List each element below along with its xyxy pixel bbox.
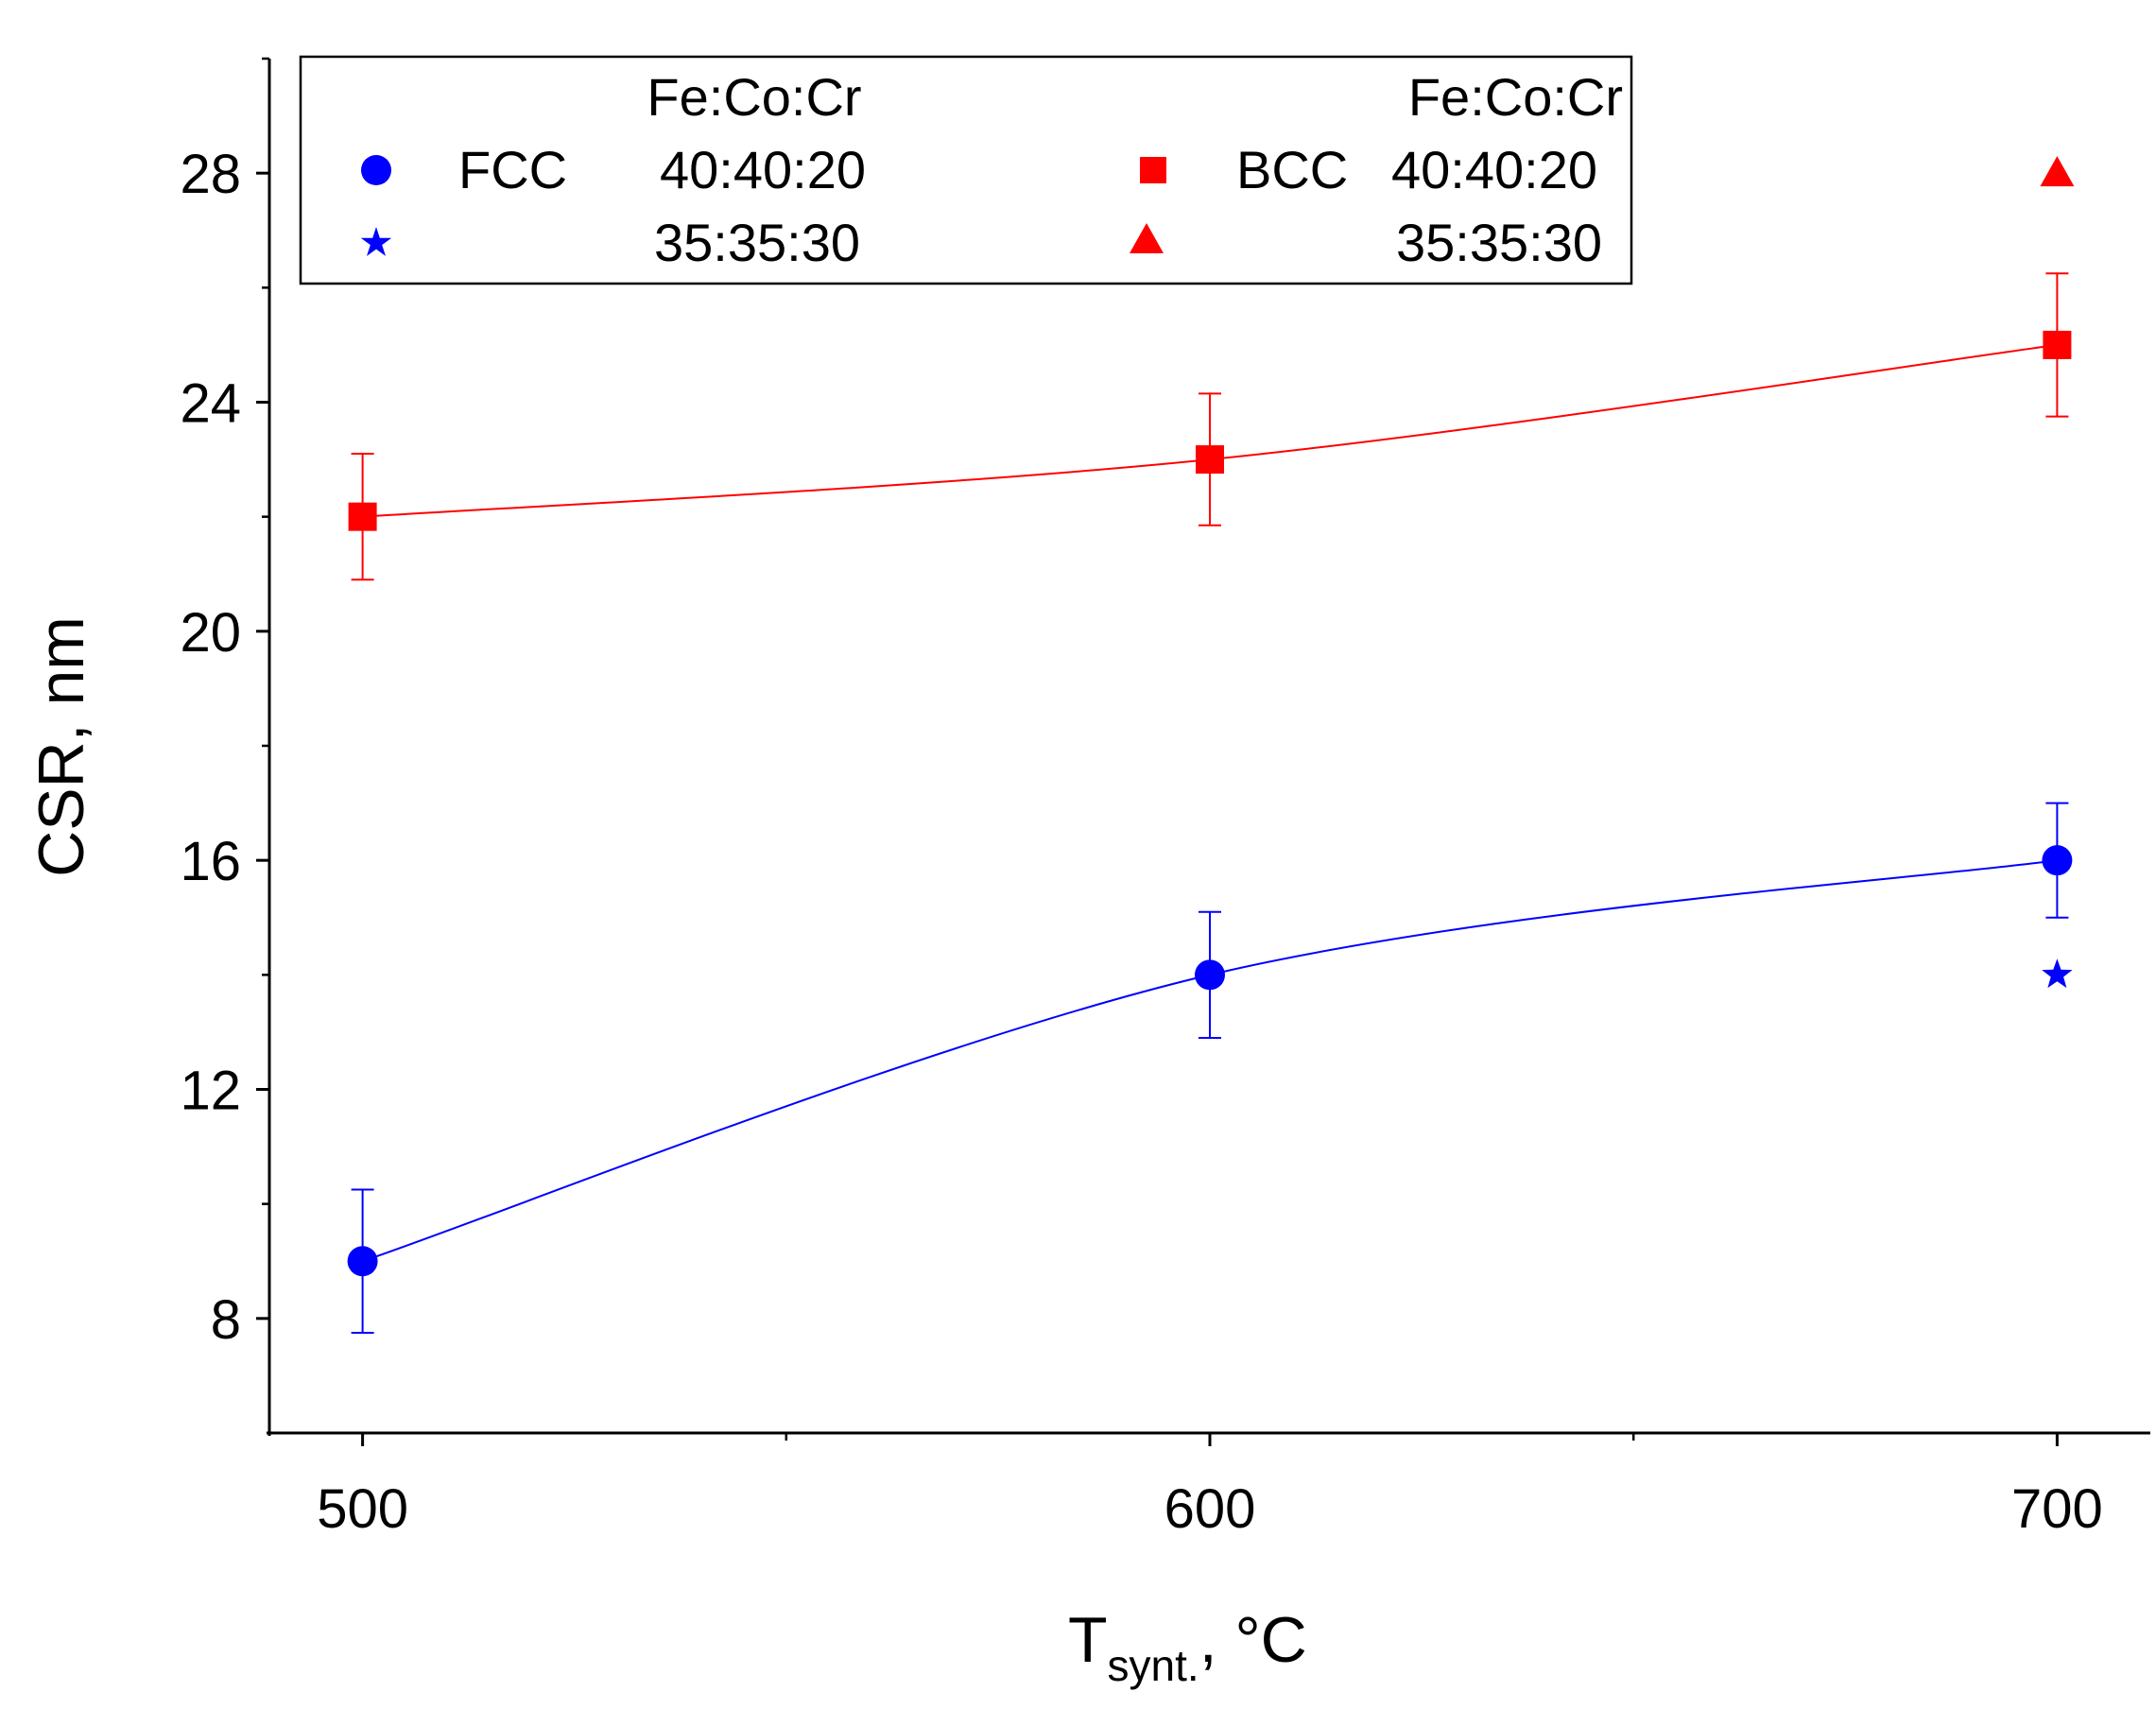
legend: Fe:Co:Cr Fe:Co:Cr FCC 40:40:20 35:35:30 … xyxy=(299,55,1633,285)
legend-header-right: Fe:Co:Cr xyxy=(1408,67,1623,127)
plot-area: 8 12 16 20 24 28 500 600 700 xyxy=(180,57,2150,1540)
y-tick-label: 16 xyxy=(180,831,241,892)
legend-fcc-star-marker xyxy=(360,227,392,256)
y-axis-title: CSR, nm xyxy=(26,616,97,877)
y-tick-label: 20 xyxy=(180,602,241,664)
x-tick-label: 600 xyxy=(1164,1478,1256,1540)
bcc-40-40-20-point xyxy=(2043,330,2072,359)
legend-box xyxy=(299,55,1633,285)
x-tick-label: 700 xyxy=(2011,1478,2103,1540)
legend-fcc-composition-2: 35:35:30 xyxy=(654,213,860,272)
bcc-40-40-20-point xyxy=(348,502,377,531)
bcc-40-40-20-point xyxy=(1196,445,1224,475)
y-tick-label: 12 xyxy=(180,1061,241,1122)
legend-bcc-composition-1: 40:40:20 xyxy=(1391,140,1597,199)
fcc-40-40-20-point xyxy=(347,1246,378,1277)
x-axis-title: Tsynt., °C xyxy=(1068,1604,1307,1690)
legend-bcc-triangle-marker xyxy=(1130,223,1164,253)
legend-fcc-circle-marker xyxy=(361,155,391,185)
legend-bcc-composition-2: 35:35:30 xyxy=(1396,213,1602,272)
legend-bcc-square-marker xyxy=(1140,157,1166,183)
legend-phase-bcc: BCC xyxy=(1236,140,1348,199)
x-tick-label: 500 xyxy=(317,1478,408,1540)
y-tick-label: 24 xyxy=(180,373,241,435)
fcc-40-40-20-point xyxy=(2042,845,2073,876)
legend-header-left: Fe:Co:Cr xyxy=(647,67,861,127)
x-axis-title-subscript: synt. xyxy=(1108,1641,1199,1690)
legend-fcc-composition-1: 40:40:20 xyxy=(660,140,866,199)
y-tick-label: 8 xyxy=(211,1289,241,1351)
bcc-35-35-30-point xyxy=(2040,156,2075,187)
x-axis-title-unit: , °C xyxy=(1199,1604,1307,1676)
fcc-35-35-30-point xyxy=(2042,958,2073,989)
legend-phase-fcc: FCC xyxy=(458,140,567,199)
fcc-40-40-20-point xyxy=(1195,959,1225,991)
y-tick-label: 28 xyxy=(180,144,241,205)
x-axis-title-main: T xyxy=(1068,1604,1108,1676)
